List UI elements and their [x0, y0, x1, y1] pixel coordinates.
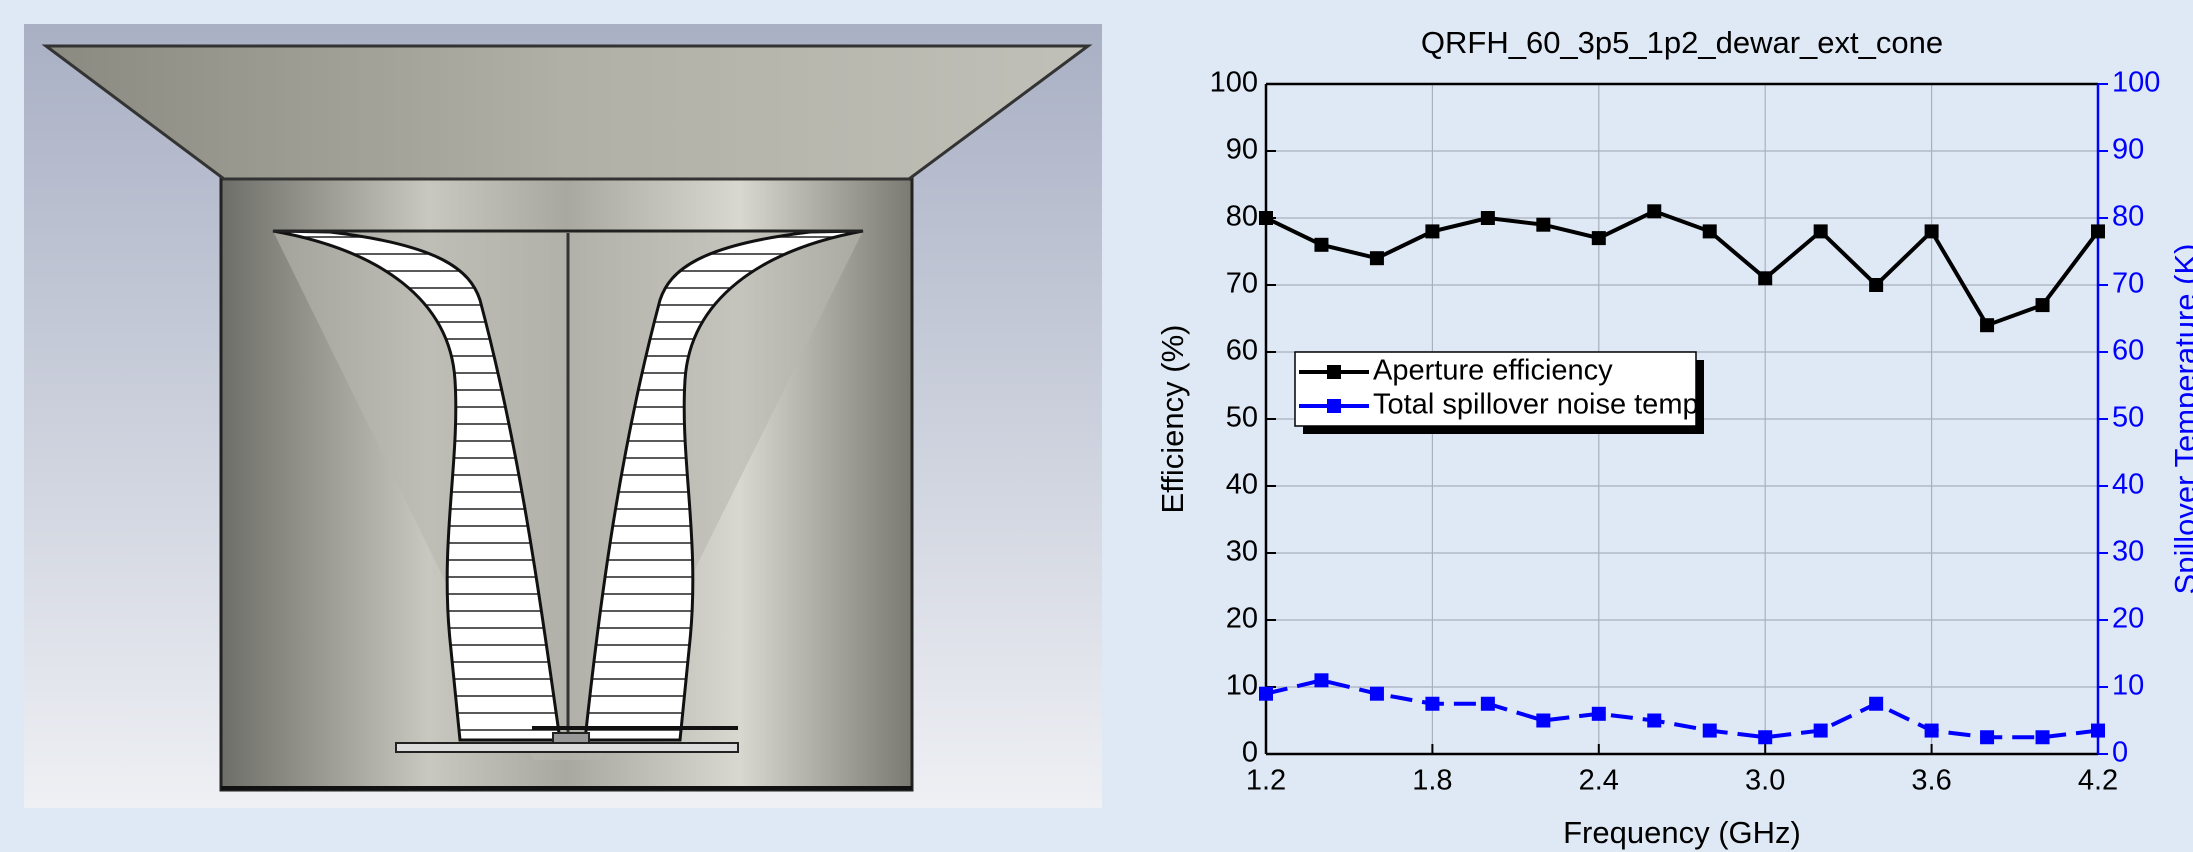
- y-tick-label: 100: [1210, 67, 1258, 99]
- y-tick-label: 10: [1226, 670, 1258, 702]
- legend-label: Aperture efficiency: [1373, 355, 1613, 387]
- point: [1259, 686, 1273, 701]
- point: [1647, 204, 1662, 219]
- point: [1480, 696, 1495, 711]
- point: [1924, 723, 1939, 738]
- y2-tick-label: 30: [2112, 536, 2144, 568]
- point: [1536, 217, 1551, 232]
- legend: [1294, 351, 1697, 427]
- y2-tick-label: 50: [2112, 402, 2144, 434]
- y-tick-label: 0: [1242, 737, 1258, 769]
- y2-tick-label: 10: [2112, 670, 2144, 702]
- point: [1259, 211, 1273, 225]
- legend-marker: [1327, 365, 1341, 379]
- y2-tick-label: 0: [2112, 737, 2128, 769]
- horn-render: [24, 24, 1102, 808]
- y-tick-label: 60: [1226, 335, 1258, 367]
- point: [2035, 730, 2050, 745]
- y2-axis-label: Spillover Temperature (K): [2168, 244, 2193, 595]
- point: [1702, 224, 1717, 239]
- point: [1480, 211, 1495, 225]
- x-tick-label: 2.4: [1579, 765, 1619, 797]
- point: [1869, 696, 1884, 711]
- x-tick-label: 1.8: [1412, 765, 1452, 797]
- series-line: [1265, 678, 2099, 740]
- point: [1869, 278, 1884, 292]
- x-axis-label: Frequency (GHz): [1563, 815, 1801, 850]
- point: [1702, 723, 1717, 738]
- y2-tick-label: 80: [2112, 201, 2144, 233]
- chart-title: QRFH_60_3p5_1p2_dewar_ext_cone: [1421, 25, 1943, 60]
- point: [1924, 224, 1939, 239]
- point: [1758, 271, 1773, 286]
- point: [1591, 231, 1606, 246]
- point: [1591, 706, 1606, 721]
- y-axis-label: Efficiency (%): [1155, 325, 1190, 514]
- x-tick-label: 3.0: [1745, 765, 1785, 797]
- y2-tick-label: 60: [2112, 335, 2144, 367]
- legend-marker: [1327, 399, 1341, 413]
- legend-label: Total spillover noise temp: [1373, 389, 1699, 421]
- y-tick-label: 30: [1226, 536, 1258, 568]
- point: [1813, 224, 1828, 239]
- point: [2035, 298, 2050, 313]
- x-tick-label: 3.6: [1911, 765, 1951, 797]
- y-tick-label: 40: [1226, 469, 1258, 501]
- point: [1758, 730, 1773, 745]
- x-tick-label: 4.2: [2078, 765, 2118, 797]
- point: [1425, 224, 1440, 239]
- series-line: [1265, 209, 2100, 328]
- point: [1314, 237, 1329, 252]
- point: [2091, 723, 2105, 738]
- point: [1813, 723, 1828, 738]
- y2-tick-label: 100: [2112, 67, 2160, 99]
- y2-tick-label: 90: [2112, 134, 2144, 166]
- y2-tick-label: 40: [2112, 469, 2144, 501]
- y-tick-label: 20: [1226, 603, 1258, 635]
- y2-tick-label: 20: [2112, 603, 2144, 635]
- point: [1369, 251, 1384, 266]
- point: [1536, 713, 1551, 728]
- y-tick-label: 90: [1226, 134, 1258, 166]
- point: [1980, 318, 1995, 333]
- point: [1980, 730, 1995, 745]
- point: [1425, 696, 1440, 711]
- x-tick-label: 1.2: [1246, 765, 1286, 797]
- point: [1647, 713, 1662, 728]
- y-tick-label: 50: [1226, 402, 1258, 434]
- point: [1369, 686, 1384, 701]
- y-tick-label: 70: [1226, 268, 1258, 300]
- y2-tick-label: 70: [2112, 268, 2144, 300]
- point: [2091, 224, 2105, 239]
- point: [1314, 673, 1329, 688]
- y-tick-label: 80: [1226, 201, 1258, 233]
